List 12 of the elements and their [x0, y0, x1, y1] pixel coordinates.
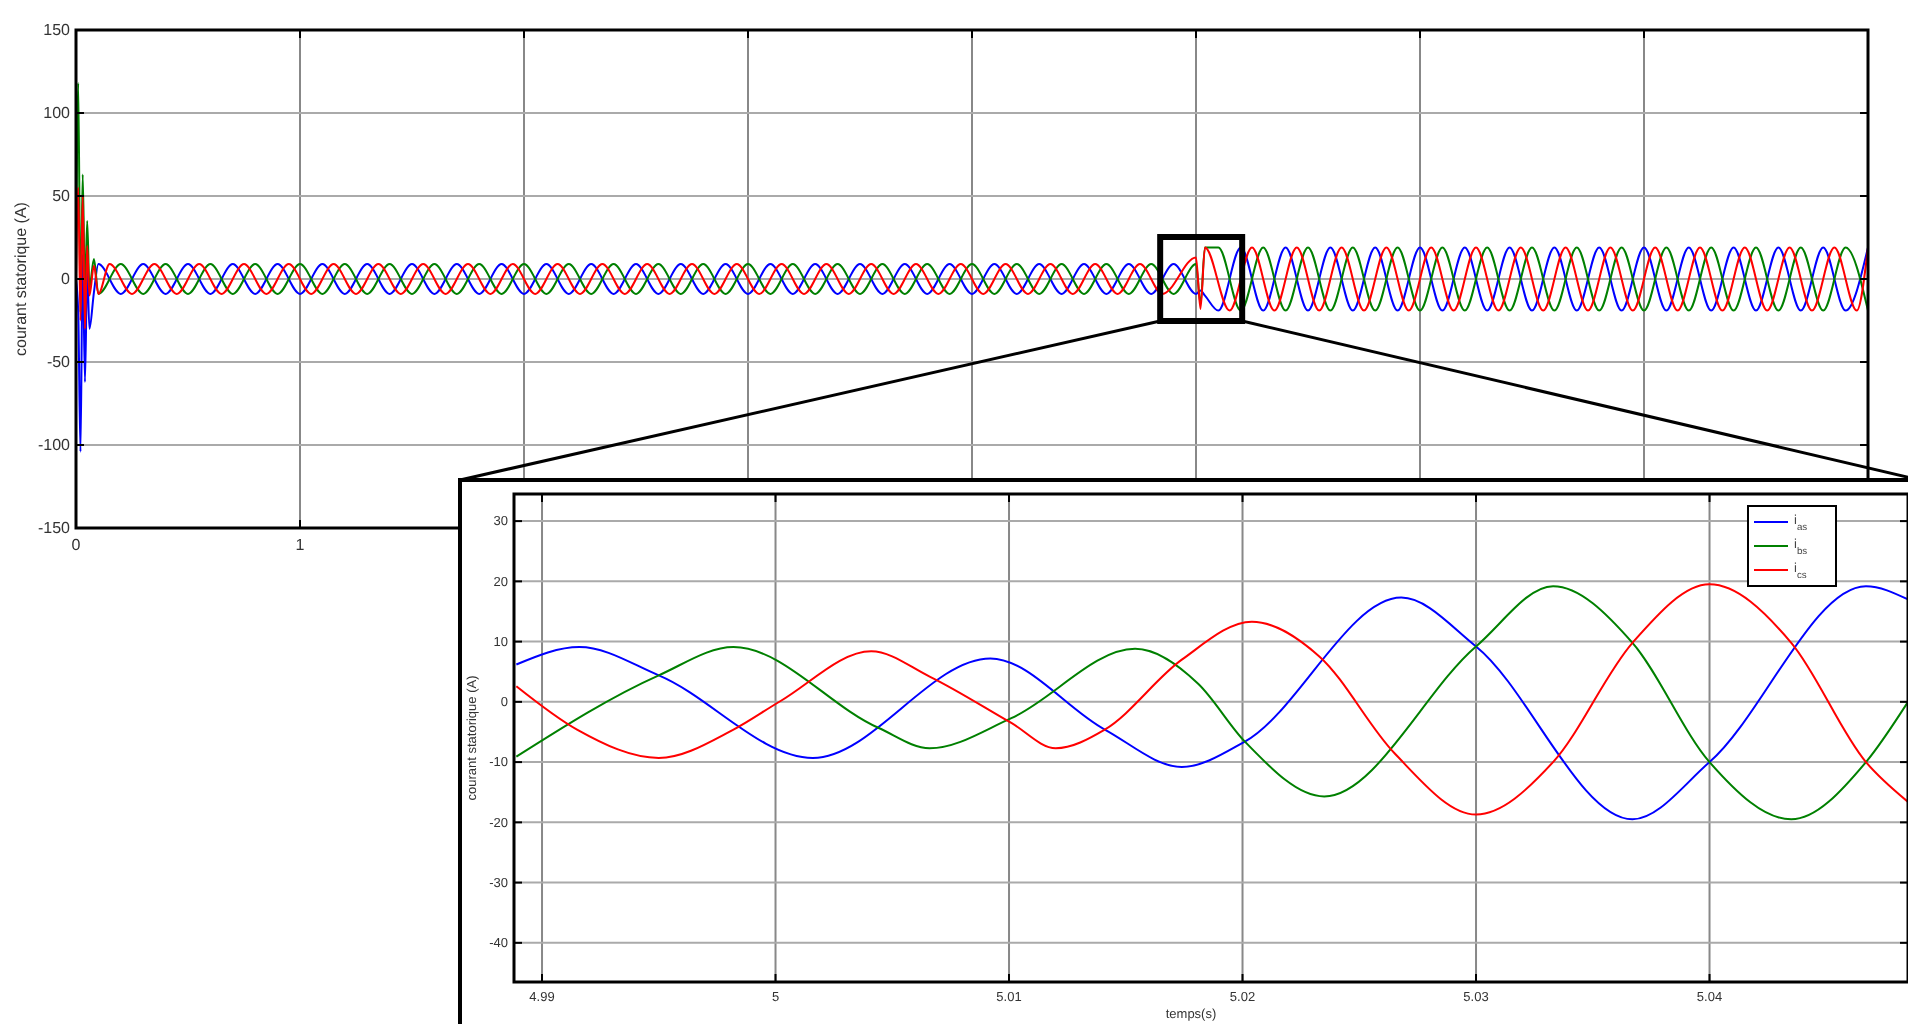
y-tick-label: -100	[37, 436, 72, 455]
line-series	[76, 186, 1868, 330]
x-tick-label: 1	[295, 536, 306, 554]
y-tick-label: 150	[43, 21, 72, 40]
line-series	[76, 82, 1868, 314]
y-axis-title: courant statorique (A)	[12, 201, 30, 356]
y-tick-label: 100	[43, 104, 72, 123]
y-tick-label: -50	[46, 353, 72, 372]
line-series	[76, 246, 1868, 453]
y-tick-label: 0	[61, 270, 72, 289]
y-tick-label: -150	[37, 519, 72, 538]
y-tick-label: 50	[52, 187, 72, 206]
